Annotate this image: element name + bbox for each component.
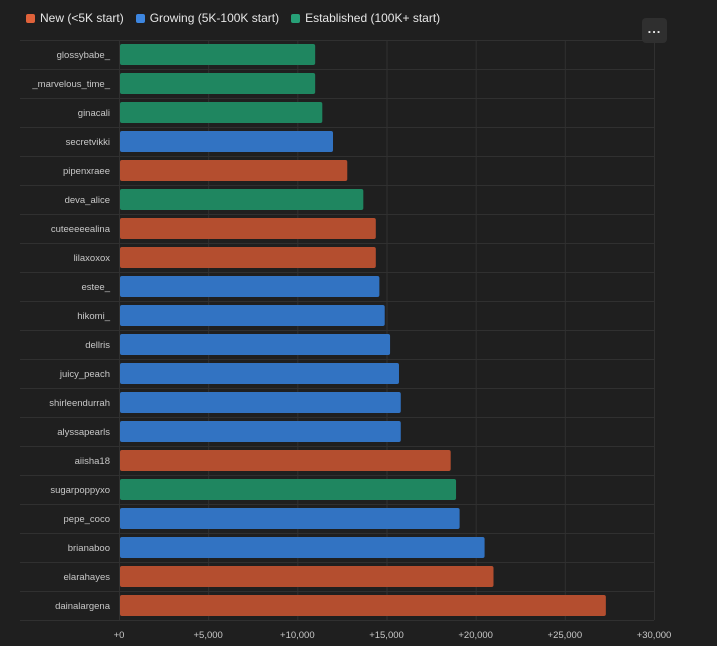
x-tick-label: +25,000: [548, 630, 583, 641]
bar-aiisha18[interactable]: [120, 450, 451, 471]
bar-hikomi_[interactable]: [120, 305, 385, 326]
y-tick-label: alyssapearls: [57, 427, 110, 438]
bars: [120, 44, 606, 616]
legend-item-new[interactable]: New (<5K start): [26, 11, 124, 25]
bar-dellris[interactable]: [120, 334, 391, 355]
bar-_marvelous_time_[interactable]: [120, 73, 316, 94]
grid-lines: [20, 40, 655, 621]
y-tick-label: secretvikki: [66, 137, 110, 148]
y-tick-label: juicy_peach: [59, 369, 110, 380]
bar-brianaboo[interactable]: [120, 537, 485, 558]
legend-swatch-established: [291, 13, 301, 23]
bar-ginacali[interactable]: [120, 102, 323, 123]
y-tick-label: _marvelous_time_: [31, 79, 110, 90]
y-tick-label: hikomi_: [77, 311, 110, 322]
y-axis-labels: glossybabe_ _marvelous_time_ ginacali secre…: [31, 50, 110, 612]
y-tick-label: cuteeeeealina: [51, 224, 111, 235]
legend-item-growing[interactable]: Growing (5K-100K start): [135, 11, 280, 25]
y-tick-label: sugarpoppyxo: [50, 485, 110, 496]
bar-juicy_peach[interactable]: [120, 363, 399, 384]
bar-sugarpoppyxo[interactable]: [120, 479, 457, 500]
x-tick-label: +15,000: [369, 630, 404, 641]
bar-dainalargena[interactable]: [120, 595, 606, 616]
y-tick-label: pepe_coco: [64, 514, 110, 525]
y-tick-label: brianaboo: [68, 543, 110, 554]
y-tick-label: lilaxoxox: [74, 253, 111, 264]
bar-elarahayes[interactable]: [120, 566, 494, 587]
y-tick-label: ginacali: [78, 108, 110, 119]
x-tick-label: +20,000: [458, 630, 493, 641]
y-tick-label: deva_alice: [65, 195, 110, 206]
x-tick-label: +5,000: [194, 630, 223, 641]
bar-secretvikki[interactable]: [120, 131, 333, 152]
y-tick-label: dainalargena: [55, 601, 111, 612]
y-tick-label: estee_: [81, 282, 110, 293]
x-axis-labels: +0 +5,000 +10,000 +15,000 +20,000 +25,000 +30,…: [114, 630, 672, 641]
y-tick-label: glossybabe_: [57, 50, 111, 61]
x-tick-label: +30,000: [637, 630, 672, 641]
legend-label-established: Established (100K+ start): [305, 11, 441, 25]
y-tick-label: dellris: [85, 340, 110, 351]
bar-pipenxraee[interactable]: [120, 160, 348, 181]
bar-estee_[interactable]: [120, 276, 380, 297]
legend-label-new: New (<5K start): [40, 11, 124, 25]
bar-lilaxoxox[interactable]: [120, 247, 376, 268]
y-tick-label: elarahayes: [64, 572, 111, 583]
x-tick-label: +0: [114, 630, 125, 641]
bar-shirleendurrah[interactable]: [120, 392, 401, 413]
legend-swatch-new: [26, 13, 35, 23]
x-tick-label: +10,000: [280, 630, 315, 641]
y-tick-label: aiisha18: [75, 456, 110, 467]
ellipsis-icon: ...: [647, 20, 662, 36]
more-options-button[interactable]: ...: [642, 18, 667, 43]
chart-legend: New (<5K start) Growing (5K-100K start) …: [26, 11, 440, 25]
y-tick-label: shirleendurrah: [49, 398, 110, 409]
bar-pepe_coco[interactable]: [120, 508, 460, 529]
bar-cuteeeeealina[interactable]: [120, 218, 376, 239]
legend-label-growing: Growing (5K-100K start): [149, 11, 280, 25]
y-tick-label: pipenxraee: [63, 166, 110, 177]
bar-alyssapearls[interactable]: [120, 421, 401, 442]
bar-deva_alice[interactable]: [120, 189, 364, 210]
legend-item-established[interactable]: Established (100K+ start): [291, 11, 440, 25]
bar-glossybabe_[interactable]: [120, 44, 316, 65]
legend-swatch-growing: [135, 13, 145, 23]
